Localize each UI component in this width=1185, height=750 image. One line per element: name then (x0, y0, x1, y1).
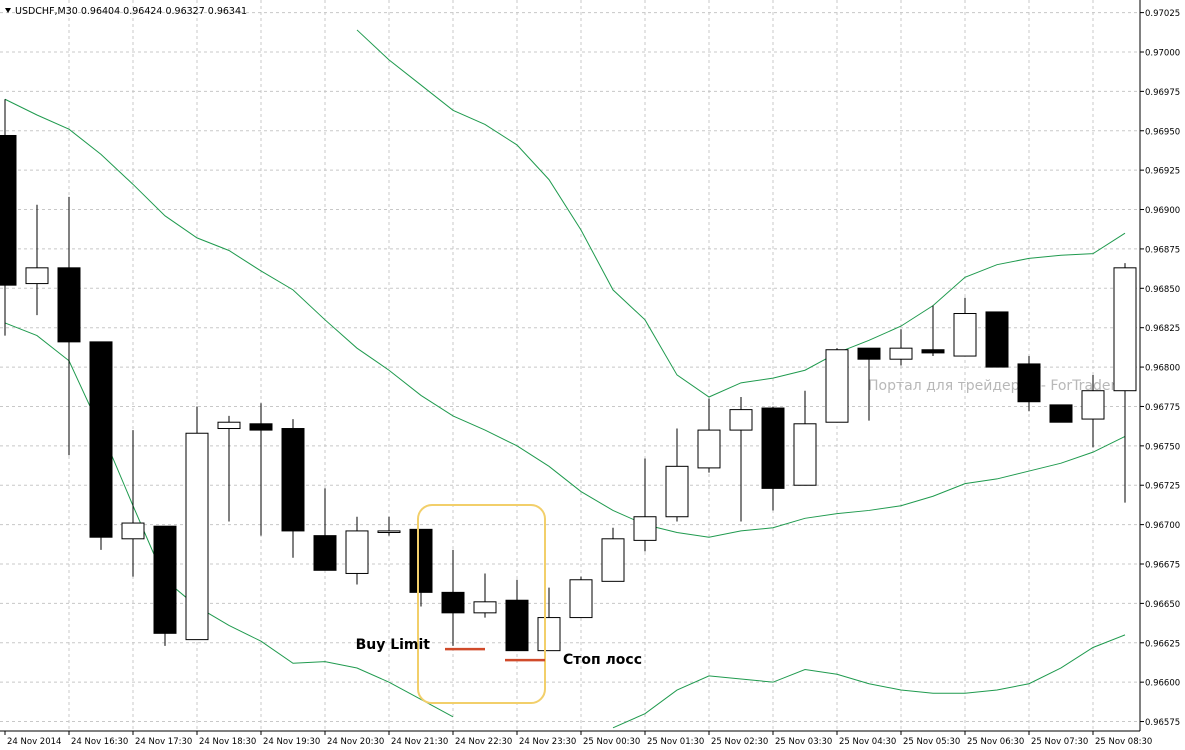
candle-body (665, 465, 689, 518)
candle-body (569, 579, 593, 619)
y-tick-label: 0.96750 (1145, 442, 1180, 452)
x-tick-label: 24 Nov 17:30 (135, 737, 192, 747)
candle-body (1049, 404, 1073, 423)
x-tick-label: 25 Nov 06:30 (967, 737, 1024, 747)
candle-body (441, 591, 465, 614)
y-tick-label: 0.96650 (1145, 600, 1180, 610)
x-tick-label: 24 Nov 21:30 (391, 737, 448, 747)
x-tick-label: 24 Nov 20:30 (327, 737, 384, 747)
candle-body (761, 407, 785, 489)
band-line (4, 322, 454, 718)
x-tick-label: 25 Nov 08:30 (1095, 737, 1152, 747)
candle-body (505, 599, 529, 652)
y-tick-label: 0.96950 (1145, 127, 1180, 137)
y-tick-label: 0.96675 (1145, 561, 1180, 571)
x-tick-label: 25 Nov 02:30 (711, 737, 768, 747)
x-tick-label: 25 Nov 00:30 (583, 737, 640, 747)
candle-body (409, 528, 433, 593)
candle-body (377, 530, 401, 533)
x-tick-label: 25 Nov 05:30 (903, 737, 960, 747)
band-line (612, 634, 1126, 729)
x-tick-label: 24 Nov 16:30 (71, 737, 128, 747)
candle-body (825, 349, 849, 423)
y-tick-label: 0.96700 (1145, 521, 1180, 531)
candle-body (985, 311, 1009, 368)
y-tick-label: 0.96775 (1145, 403, 1180, 413)
candle-body (1113, 267, 1137, 392)
candle-body (89, 341, 113, 538)
highlight-box (417, 504, 546, 704)
candle-body (1017, 363, 1041, 403)
x-tick-label: 24 Nov 22:30 (455, 737, 512, 747)
x-tick-label: 25 Nov 03:30 (775, 737, 832, 747)
candle-body (313, 535, 337, 571)
candle-body (1081, 390, 1105, 420)
x-tick-label: 24 Nov 18:30 (199, 737, 256, 747)
x-tick-label: 24 Nov 19:30 (263, 737, 320, 747)
candle-body (0, 134, 17, 286)
y-tick-label: 0.96925 (1145, 167, 1180, 177)
candle-body (889, 347, 913, 360)
x-tick-label: 25 Nov 01:30 (647, 737, 704, 747)
candle-body (345, 530, 369, 574)
y-tick-label: 0.96900 (1145, 206, 1180, 216)
menu-arrow[interactable] (5, 8, 11, 13)
candle-body (729, 409, 753, 431)
grid (0, 0, 1140, 731)
candle-body (601, 538, 625, 582)
y-tick-label: 0.96725 (1145, 482, 1180, 492)
watermark: Портал для трейдеров - ForTrader.ru (868, 378, 1134, 394)
candle-body (793, 423, 817, 486)
chart-title: USDCHF,M30 0.96404 0.96424 0.96327 0.963… (15, 6, 247, 17)
candle-body (25, 267, 49, 285)
candle-body (57, 267, 81, 343)
y-tick-label: 0.97000 (1145, 48, 1180, 58)
annotation-label: Стоп лосс (563, 652, 642, 668)
y-tick-label: 0.96825 (1145, 324, 1180, 334)
candle-body (633, 516, 657, 541)
candle-body (153, 525, 177, 634)
y-tick-label: 0.96975 (1145, 88, 1180, 98)
candle-body (281, 428, 305, 532)
y-tick-label: 0.96575 (1145, 718, 1180, 728)
candle-body (921, 349, 945, 354)
y-tick-label: 0.96625 (1145, 639, 1180, 649)
candle-body (697, 429, 721, 469)
annotation-label: Buy Limit (356, 637, 431, 653)
candle-body (537, 617, 561, 652)
y-tick-label: 0.96600 (1145, 679, 1180, 689)
y-tick-label: 0.96850 (1145, 285, 1180, 295)
band-line (356, 29, 1126, 398)
band-line (4, 98, 1126, 538)
candle-body (857, 347, 881, 360)
plot-area (0, 29, 1137, 729)
candle-body (249, 423, 273, 431)
y-tick-label: 0.96875 (1145, 245, 1180, 255)
candle-body (953, 313, 977, 357)
y-tick-label: 0.97025 (1145, 9, 1180, 19)
x-tick-label: 25 Nov 07:30 (1031, 737, 1088, 747)
candle-body (217, 421, 241, 430)
x-tick-label: 24 Nov 2014 (7, 737, 61, 747)
candle-body (473, 601, 497, 614)
x-tick-label: 24 Nov 23:30 (519, 737, 576, 747)
y-tick-label: 0.96800 (1145, 364, 1180, 374)
x-tick-label: 25 Nov 04:30 (839, 737, 896, 747)
candle-body (121, 522, 145, 540)
candle-body (185, 432, 209, 641)
